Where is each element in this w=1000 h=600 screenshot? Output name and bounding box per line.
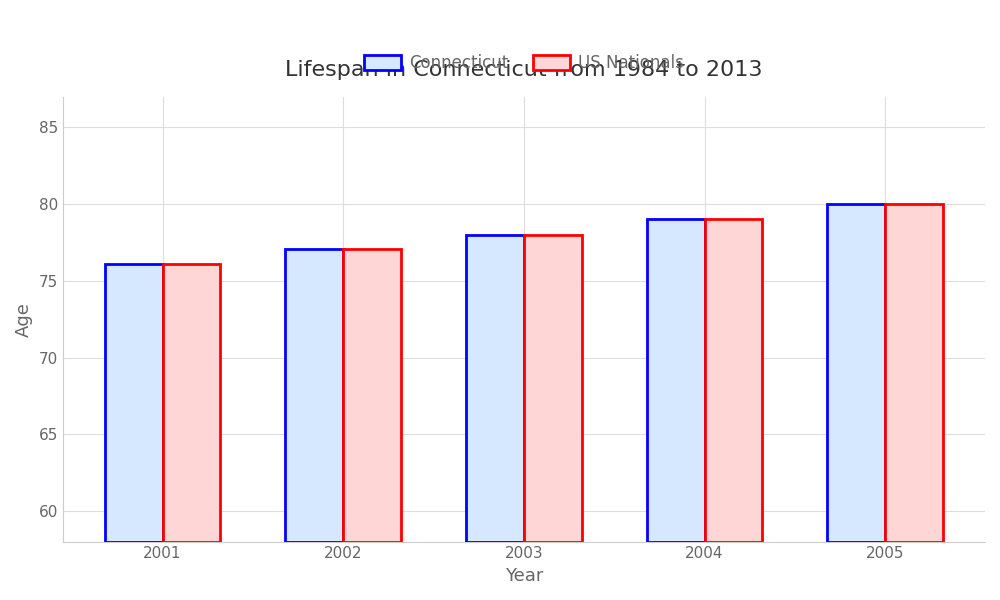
- Y-axis label: Age: Age: [15, 302, 33, 337]
- Bar: [705, 220, 762, 542]
- Bar: [827, 204, 885, 542]
- Bar: [343, 248, 401, 542]
- Bar: [163, 264, 220, 542]
- Bar: [466, 235, 524, 542]
- Bar: [647, 220, 705, 542]
- Bar: [524, 235, 582, 542]
- Title: Lifespan in Connecticut from 1984 to 2013: Lifespan in Connecticut from 1984 to 201…: [285, 60, 763, 80]
- X-axis label: Year: Year: [505, 567, 543, 585]
- Legend: Connecticut, US Nationals: Connecticut, US Nationals: [357, 47, 691, 79]
- Bar: [105, 264, 163, 542]
- Bar: [285, 248, 343, 542]
- Bar: [885, 204, 943, 542]
